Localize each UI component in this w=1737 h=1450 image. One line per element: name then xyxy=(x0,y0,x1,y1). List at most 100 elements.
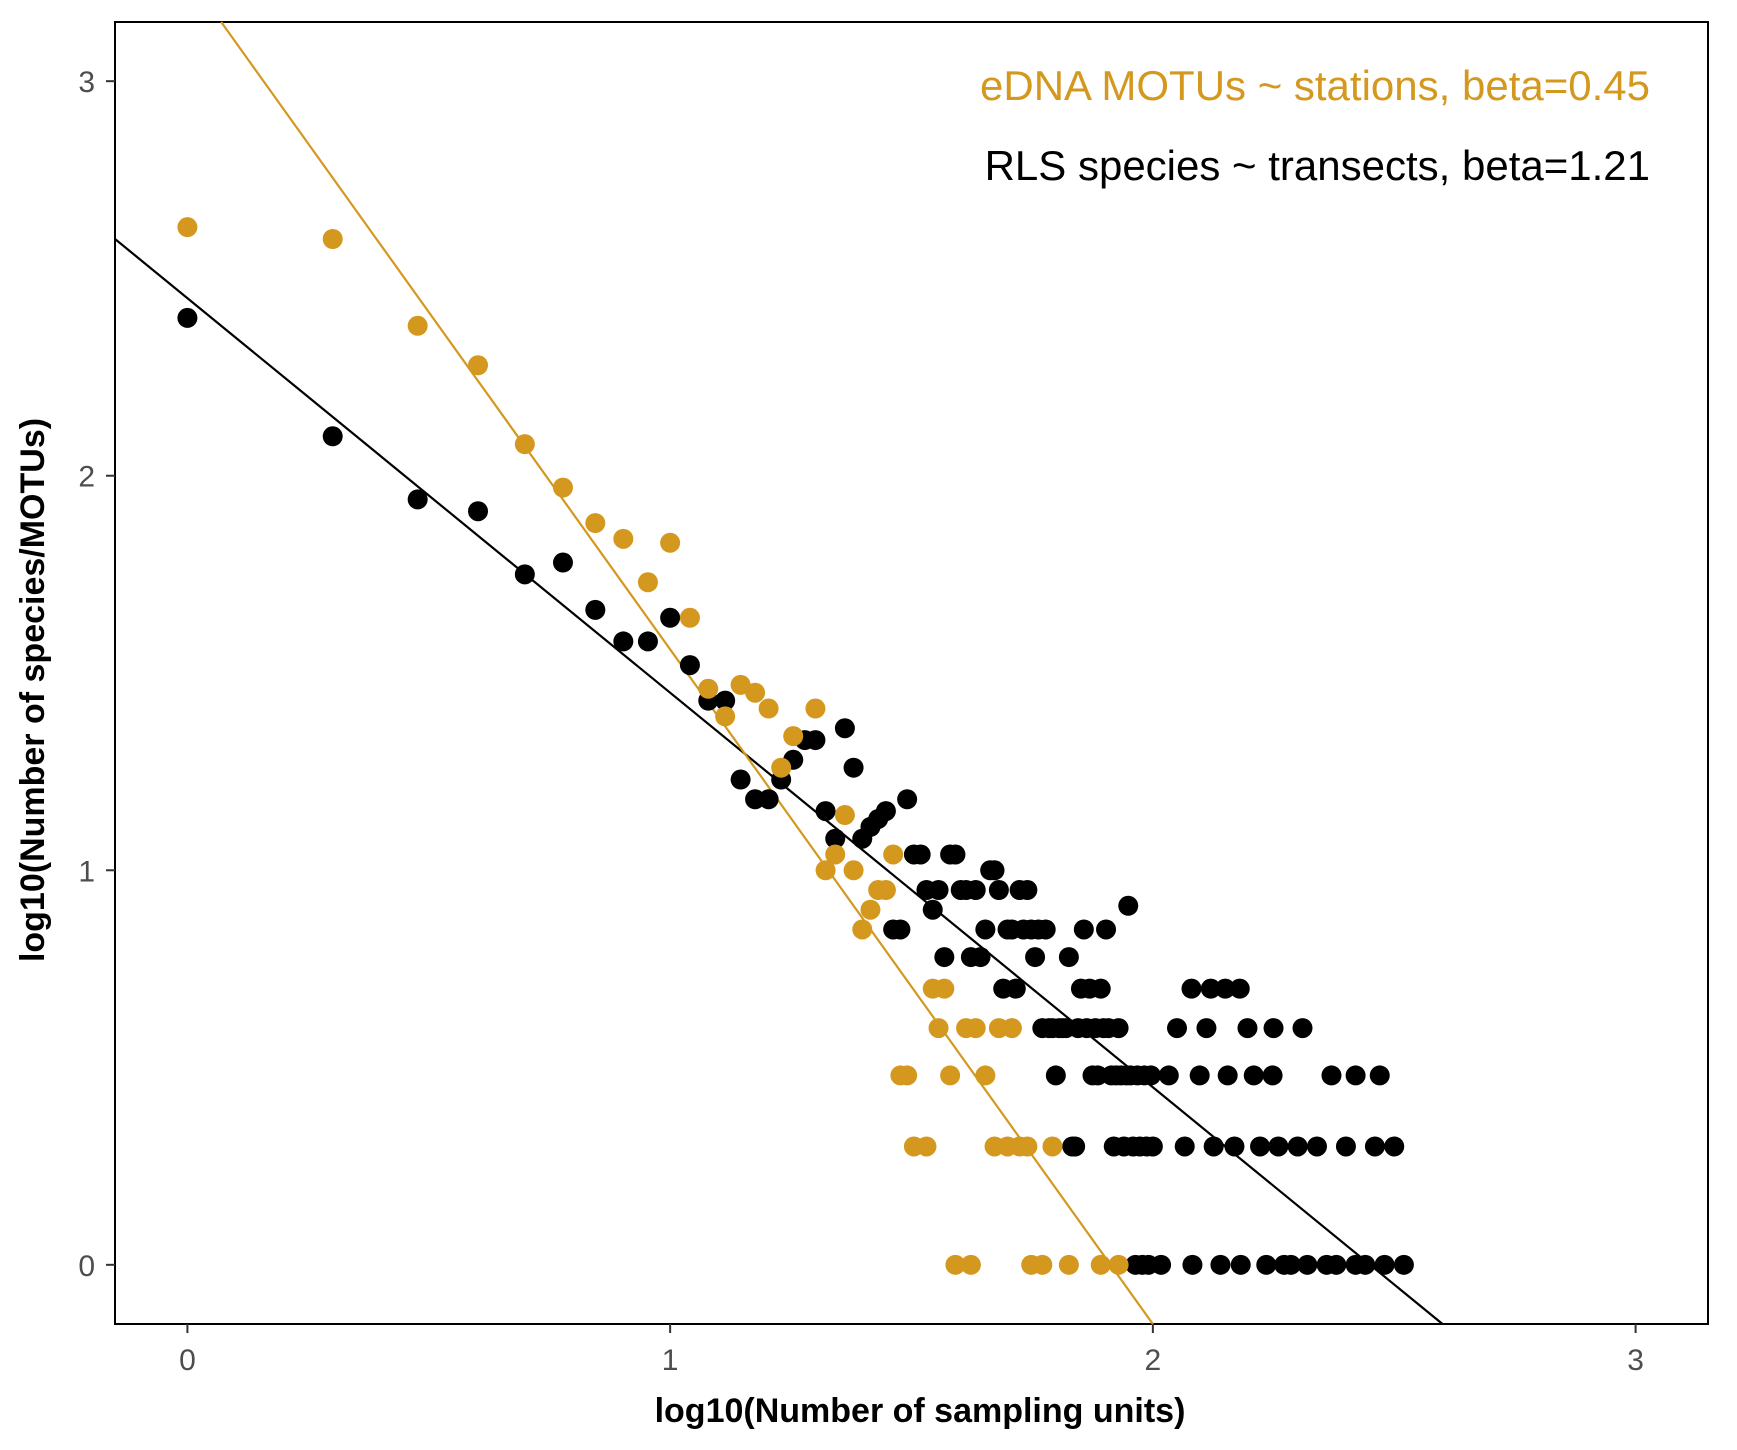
edna-point xyxy=(745,682,766,703)
rls-point xyxy=(514,564,535,585)
rls-point xyxy=(177,307,198,328)
rls-point xyxy=(934,947,955,968)
y-tick-label: 1 xyxy=(78,855,95,888)
series-rls xyxy=(177,307,1414,1275)
x-axis-title: log10(Number of sampling units) xyxy=(655,1392,1186,1430)
edna-point xyxy=(860,899,881,920)
x-tick-label: 2 xyxy=(1145,1344,1162,1377)
rls-point xyxy=(945,844,966,865)
rls-point xyxy=(679,655,700,676)
rls-point xyxy=(890,919,911,940)
rls-point xyxy=(875,801,896,822)
annotation-edna: eDNA MOTUs ~ stations, beta=0.45 xyxy=(980,62,1650,109)
rls-point xyxy=(1326,1254,1347,1275)
annotations: eDNA MOTUs ~ stations, beta=0.45 RLS spe… xyxy=(980,62,1650,189)
rls-point xyxy=(910,844,931,865)
rls-point xyxy=(1203,1136,1224,1157)
edna-point xyxy=(1017,1136,1038,1157)
edna-point xyxy=(660,532,681,553)
rls-point xyxy=(1297,1254,1318,1275)
rls-point xyxy=(1142,1136,1163,1157)
edna-point xyxy=(883,844,904,865)
rls-point xyxy=(975,919,996,940)
rls-point xyxy=(730,769,751,790)
edna-point xyxy=(834,805,855,826)
x-tick-label: 0 xyxy=(179,1344,196,1377)
rls-point xyxy=(1230,1254,1251,1275)
rls-point xyxy=(1108,1018,1129,1039)
rls-point xyxy=(613,631,634,652)
rls-point xyxy=(1045,1065,1066,1086)
rls-point xyxy=(1229,978,1250,999)
rls-point xyxy=(585,599,606,620)
edna-point xyxy=(916,1136,937,1157)
axis-ticks: 0 1 2 3 0 1 2 3 xyxy=(78,66,1644,1377)
rls-point xyxy=(637,631,658,652)
data-points xyxy=(177,217,1414,1275)
rls-point xyxy=(1025,947,1046,968)
edna-point xyxy=(698,678,719,699)
series-edna xyxy=(177,217,1129,1275)
rls-point xyxy=(1210,1254,1231,1275)
rls-point xyxy=(1189,1065,1210,1086)
rls-point xyxy=(922,899,943,920)
rls-point xyxy=(1073,919,1094,940)
edna-point xyxy=(1001,1018,1022,1039)
x-tick-label: 3 xyxy=(1627,1344,1644,1377)
rls-point xyxy=(1321,1065,1342,1086)
edna-point xyxy=(679,607,700,628)
rls-point xyxy=(1256,1254,1277,1275)
rls-point xyxy=(552,552,573,573)
edna-point xyxy=(975,1065,996,1086)
rls-point xyxy=(1058,947,1079,968)
edna-point xyxy=(771,757,792,778)
rls-point xyxy=(988,880,1009,900)
rls-point xyxy=(407,489,428,510)
rls-point xyxy=(1364,1136,1385,1157)
rls-point xyxy=(1393,1254,1414,1275)
rls-point xyxy=(1280,1254,1301,1275)
rls-point xyxy=(322,426,343,447)
rls-point xyxy=(1090,978,1111,999)
edna-point xyxy=(1042,1136,1063,1157)
edna-point xyxy=(552,477,573,498)
edna-point xyxy=(407,315,428,336)
rls-point xyxy=(970,947,991,968)
edna-point xyxy=(945,1254,966,1275)
rls-point xyxy=(1263,1018,1284,1039)
edna-point xyxy=(1058,1254,1079,1275)
edna-point xyxy=(1108,1254,1129,1275)
edna-point xyxy=(928,1018,949,1039)
rls-point xyxy=(1250,1136,1271,1157)
rls-point xyxy=(1174,1136,1195,1157)
plot-panel xyxy=(114,21,1709,1325)
edna-point xyxy=(322,229,343,249)
rls-point xyxy=(1224,1136,1245,1157)
edna-point xyxy=(715,706,736,727)
rls-point xyxy=(1243,1065,1264,1086)
edna-point xyxy=(585,513,606,534)
edna-point xyxy=(805,698,826,719)
rls-point xyxy=(805,730,826,751)
rls-point xyxy=(1158,1065,1179,1086)
annotation-rls: RLS species ~ transects, beta=1.21 xyxy=(985,142,1650,189)
x-tick-label: 1 xyxy=(662,1344,679,1377)
edna-point xyxy=(825,844,846,865)
rls-point xyxy=(825,828,846,849)
rls-point xyxy=(928,880,949,900)
rls-point xyxy=(843,757,864,778)
rls-point xyxy=(965,880,986,900)
edna-point xyxy=(783,726,804,747)
edna-point xyxy=(758,698,779,719)
edna-point xyxy=(514,434,535,455)
edna-point xyxy=(177,217,198,238)
edna-point xyxy=(1090,1254,1111,1275)
y-axis-title: log10(Number of species/MOTUs) xyxy=(14,418,52,962)
rls-point xyxy=(1287,1136,1308,1157)
rls-point xyxy=(1384,1136,1405,1157)
rls-point xyxy=(834,718,855,739)
rls-point xyxy=(1005,978,1026,999)
rls-point xyxy=(1345,1065,1366,1086)
edna-point xyxy=(934,978,955,999)
